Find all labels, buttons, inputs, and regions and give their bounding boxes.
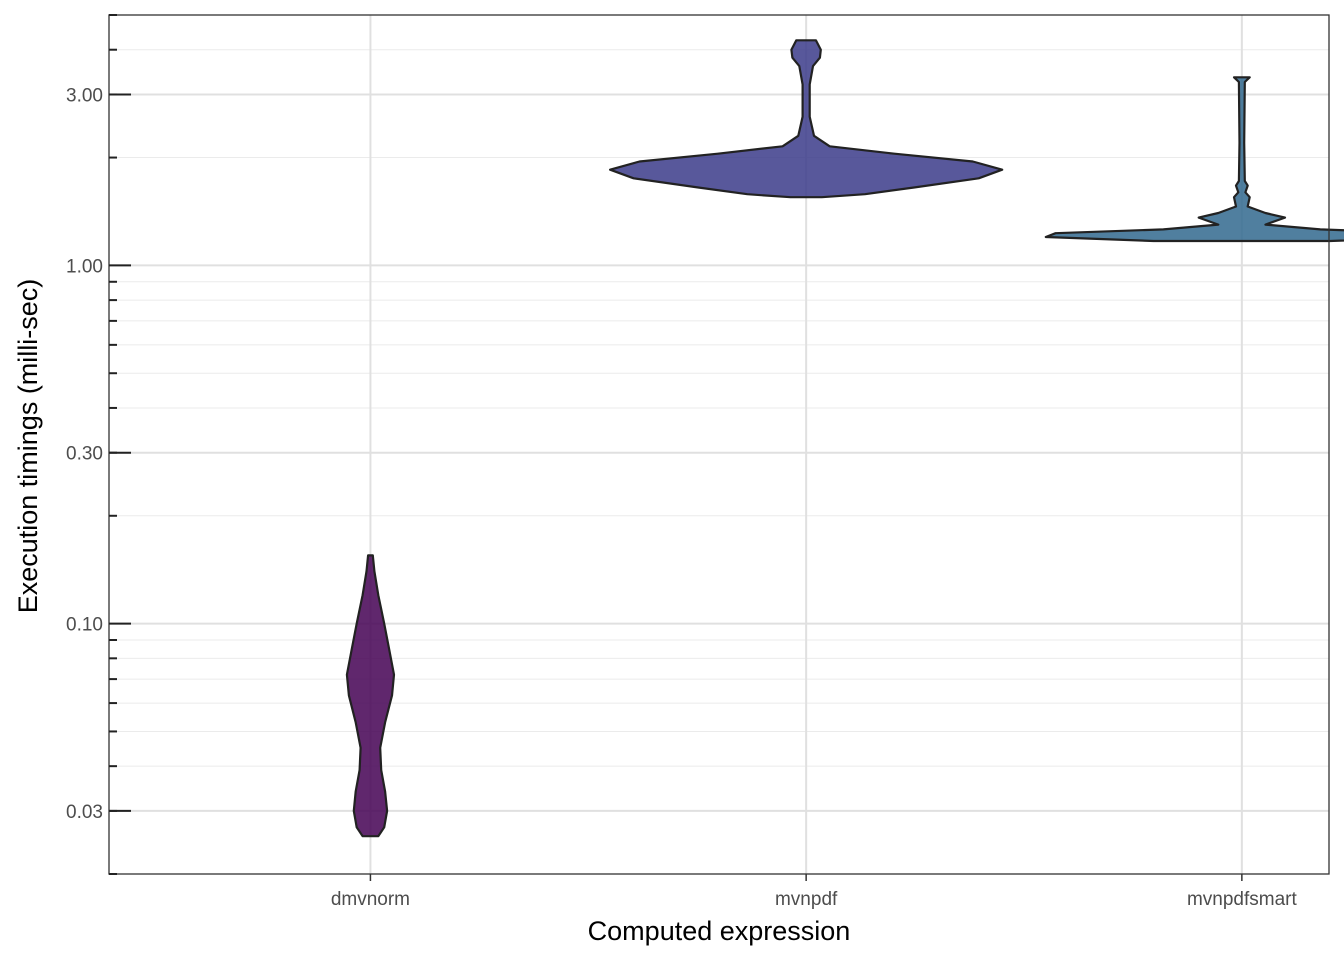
- x-tick-label: dmvnorm: [331, 889, 410, 910]
- y-tick-label: 1.00: [66, 256, 103, 277]
- x-axis-title: Computed expression: [588, 916, 851, 946]
- x-axis: dmvnorm mvnpdf mvnpdfsmart: [331, 874, 1298, 910]
- y-tick-label: 0.03: [66, 802, 103, 823]
- violin-dmvnorm: [345, 554, 396, 838]
- violins: [345, 39, 1344, 838]
- y-axis: 0.03 0.10 0.30 1.00 3.00: [66, 14, 131, 875]
- y-tick-label: 3.00: [66, 85, 103, 106]
- y-tick-label: 0.10: [66, 615, 103, 636]
- x-tick-label: mvnpdfsmart: [1187, 889, 1298, 910]
- y-tick-label: 0.30: [66, 444, 103, 465]
- y-axis-title: Execution timings (milli-sec): [13, 279, 43, 614]
- plot-panel-border: [108, 14, 1330, 875]
- x-tick-label: mvnpdf: [775, 889, 838, 910]
- violin-mvnpdf: [609, 39, 1004, 199]
- violin-mvnpdfsmart: [1044, 76, 1344, 243]
- plot-panel-background: [109, 15, 1329, 874]
